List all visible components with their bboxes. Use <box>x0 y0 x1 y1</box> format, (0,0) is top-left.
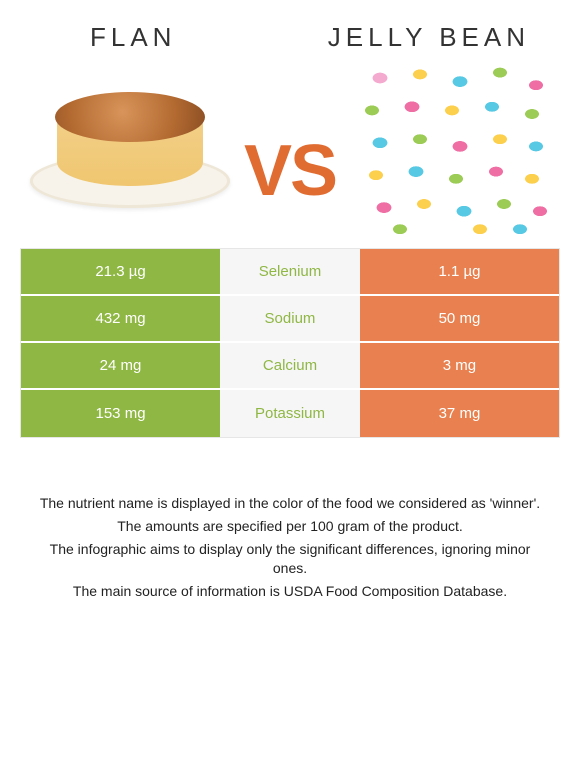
nutrient-table: 21.3 µgSelenium1.1 µg432 mgSodium50 mg24… <box>20 248 560 438</box>
flan-value-cell: 153 mg <box>21 390 220 437</box>
footer-line-3: The infographic aims to display only the… <box>32 540 548 578</box>
footer-line-4: The main source of information is USDA F… <box>32 582 548 601</box>
nutrient-name-cell: Potassium <box>220 390 360 437</box>
image-row: VS <box>0 60 580 240</box>
flan-value-cell: 432 mg <box>21 296 220 341</box>
footer-notes: The nutrient name is displayed in the co… <box>0 438 580 600</box>
nutrient-name-cell: Sodium <box>220 296 360 341</box>
jellybean-image <box>356 60 556 240</box>
table-row: 432 mgSodium50 mg <box>21 296 559 343</box>
table-row: 24 mgCalcium3 mg <box>21 343 559 390</box>
vs-text: VS <box>244 130 336 212</box>
jelly-value-cell: 3 mg <box>360 343 559 388</box>
footer-line-1: The nutrient name is displayed in the co… <box>32 494 548 513</box>
jelly-value-cell: 1.1 µg <box>360 249 559 294</box>
flan-image <box>30 74 230 214</box>
nutrient-name-cell: Selenium <box>220 249 360 294</box>
table-row: 21.3 µgSelenium1.1 µg <box>21 249 559 296</box>
title-jellybean: JELLY BEAN <box>328 22 530 53</box>
flan-value-cell: 24 mg <box>21 343 220 388</box>
footer-line-2: The amounts are specified per 100 gram o… <box>32 517 548 536</box>
header: FLAN JELLY BEAN VS <box>0 0 580 240</box>
flan-value-cell: 21.3 µg <box>21 249 220 294</box>
nutrient-name-cell: Calcium <box>220 343 360 388</box>
title-flan: FLAN <box>90 22 176 53</box>
jelly-value-cell: 37 mg <box>360 390 559 437</box>
table-row: 153 mgPotassium37 mg <box>21 390 559 437</box>
jelly-value-cell: 50 mg <box>360 296 559 341</box>
